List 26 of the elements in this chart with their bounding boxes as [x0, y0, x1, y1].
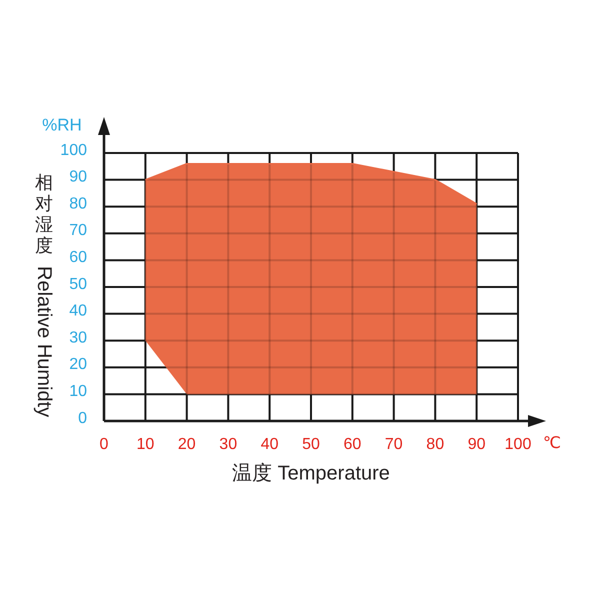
x-tick-label: 60: [344, 436, 362, 454]
y-tick-label: 70: [69, 222, 88, 240]
x-tick-label: 0: [100, 436, 109, 454]
text: ℃: [543, 435, 561, 452]
y-tick-label: 30: [69, 329, 88, 346]
x-tick-label: 40: [260, 436, 279, 454]
x-tick-label: 80: [426, 436, 444, 454]
y-tick-label: 90: [69, 168, 88, 186]
y-tick-label: 40: [69, 302, 88, 320]
x-tick-label: 90: [468, 436, 486, 454]
y-tick-label: 50: [69, 276, 88, 293]
x-axis-title: 温度 Temperature: [232, 462, 390, 484]
y-tick-label: 80: [69, 195, 88, 212]
x-tick-label: 20: [178, 436, 196, 454]
x-tick-label: 100: [504, 436, 532, 454]
y-tick-label: 100: [60, 142, 88, 159]
x-tick-label: 50: [302, 436, 320, 454]
y-tick-label: 60: [69, 249, 88, 266]
x-tick-label: 10: [136, 436, 154, 454]
y-axis-title: 相对湿度 Relative Humidty: [33, 172, 55, 418]
text: %RH: [42, 115, 82, 134]
y-tick-label: 20: [69, 356, 88, 374]
x-tick-label: 70: [384, 436, 403, 454]
x-tick-label: 30: [219, 436, 238, 454]
y-tick-label: 10: [69, 383, 88, 400]
y-tick-label: 0: [78, 410, 88, 427]
